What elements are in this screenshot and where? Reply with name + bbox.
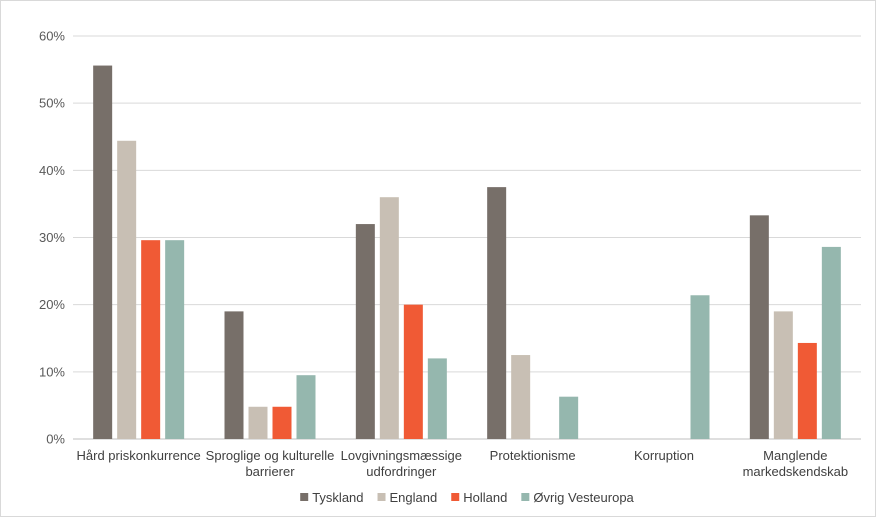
bars bbox=[93, 65, 841, 439]
bar-england bbox=[117, 140, 137, 439]
bar-øvrig-vesteuropa bbox=[165, 240, 185, 439]
bar-øvrig-vesteuropa bbox=[559, 396, 579, 439]
y-tick-label: 0% bbox=[46, 432, 65, 447]
x-category-label: Lovgivningsmæssige udfordringer bbox=[341, 448, 462, 479]
legend-label: England bbox=[390, 490, 438, 505]
bar-tyskland bbox=[749, 215, 769, 439]
x-category-label: Protektionisme bbox=[490, 448, 576, 463]
legend-label: Holland bbox=[463, 490, 507, 505]
bar-øvrig-vesteuropa bbox=[427, 358, 447, 439]
legend-swatch bbox=[451, 493, 460, 501]
x-category-label: Korruption bbox=[634, 448, 694, 463]
legend: Tyskland England Holland Øvrig Vesteuropa bbox=[300, 490, 635, 505]
y-tick-label: 20% bbox=[39, 297, 65, 312]
x-category-label-line: markedskendskab bbox=[743, 464, 849, 479]
bar-england bbox=[511, 355, 531, 439]
legend-swatch bbox=[521, 493, 530, 501]
bar-holland bbox=[141, 240, 161, 439]
x-category-label-line: barrierer bbox=[245, 464, 295, 479]
x-category-label-line: Lovgivningsmæssige bbox=[341, 448, 462, 463]
y-tick-label: 50% bbox=[39, 96, 65, 111]
x-category-label-line: Hård priskonkurrence bbox=[77, 448, 201, 463]
legend-label: Øvrig Vesteuropa bbox=[533, 490, 634, 505]
gridlines bbox=[73, 35, 861, 440]
x-category-label: Sproglige og kulturelle barrierer bbox=[206, 448, 335, 479]
legend-swatch bbox=[300, 493, 309, 501]
legend-item: Tyskland bbox=[300, 490, 364, 505]
bar-tyskland bbox=[487, 187, 507, 439]
bar-tyskland bbox=[224, 311, 244, 439]
bar-holland bbox=[403, 304, 423, 439]
bar-england bbox=[773, 311, 793, 439]
y-axis-ticks: 0% 10% 20% 30% 40% 50% 60% bbox=[39, 29, 65, 447]
bar-england bbox=[379, 197, 399, 439]
x-category-label: Manglende markedskendskab bbox=[743, 448, 849, 479]
legend-swatch bbox=[377, 493, 386, 501]
x-category-label: Hård priskonkurrence bbox=[77, 448, 201, 463]
bar-øvrig-vesteuropa bbox=[690, 295, 710, 439]
bar-england bbox=[248, 406, 268, 439]
legend-item: Øvrig Vesteuropa bbox=[521, 490, 635, 505]
x-category-label-line: Korruption bbox=[634, 448, 694, 463]
y-tick-label: 30% bbox=[39, 230, 65, 245]
bar-tyskland bbox=[93, 65, 113, 439]
legend-item: England bbox=[377, 490, 438, 505]
bar-holland bbox=[797, 342, 817, 439]
bar-tyskland bbox=[355, 224, 375, 439]
y-tick-label: 40% bbox=[39, 163, 65, 178]
legend-label: Tyskland bbox=[312, 490, 363, 505]
x-category-label-line: Sproglige og kulturelle bbox=[206, 448, 335, 463]
x-axis-labels: Hård priskonkurrence Sproglige og kulture… bbox=[77, 448, 849, 479]
bar-øvrig-vesteuropa bbox=[296, 375, 316, 439]
bar-øvrig-vesteuropa bbox=[821, 246, 841, 439]
x-category-label-line: udfordringer bbox=[366, 464, 437, 479]
bar-holland bbox=[272, 406, 292, 439]
y-tick-label: 60% bbox=[39, 29, 65, 44]
x-category-label-line: Protektionisme bbox=[490, 448, 576, 463]
x-category-label-line: Manglende bbox=[763, 448, 827, 463]
y-tick-label: 10% bbox=[39, 364, 65, 379]
legend-item: Holland bbox=[451, 490, 507, 505]
